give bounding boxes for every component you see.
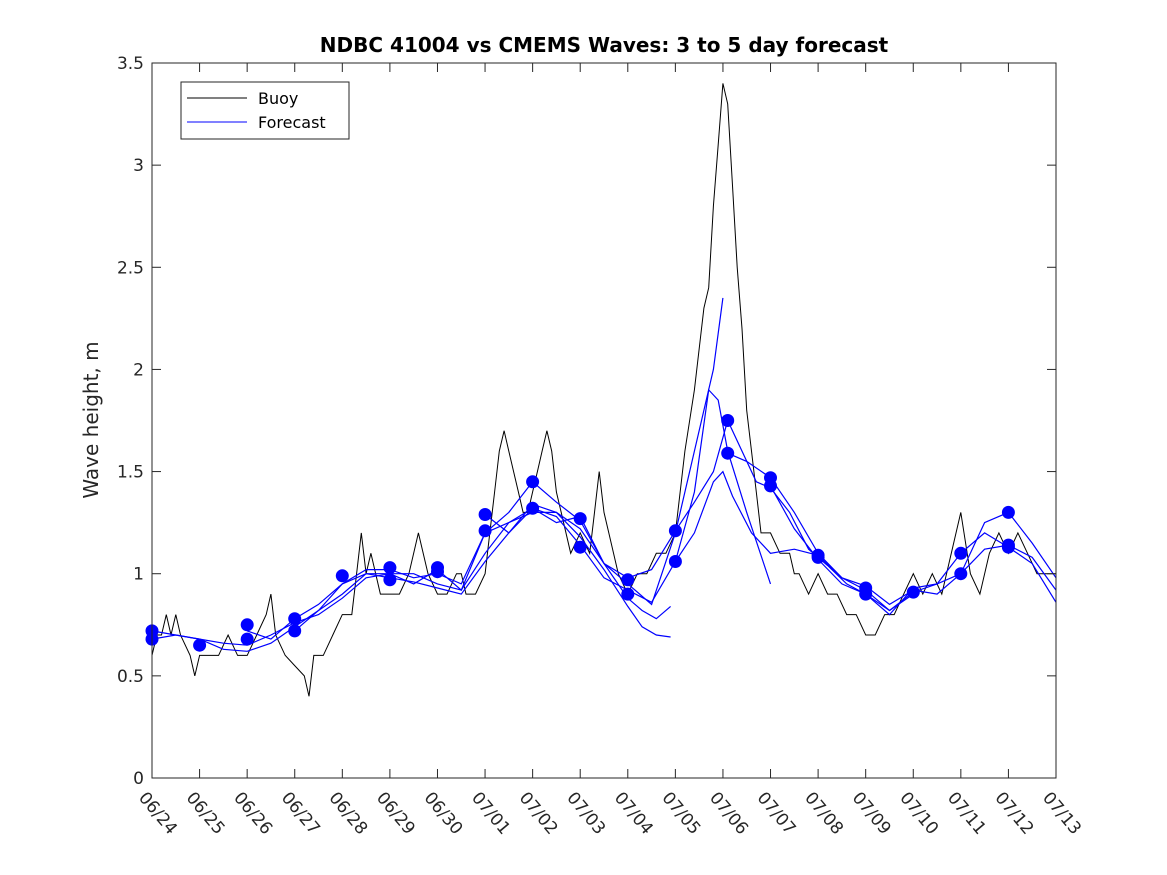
y-tick-label: 2 xyxy=(133,360,144,380)
forecast-marker-6 xyxy=(288,612,302,626)
buoy-series xyxy=(151,83,1056,697)
forecast-marker-17 xyxy=(573,512,587,526)
chart-title: NDBC 41004 vs CMEMS Waves: 3 to 5 day fo… xyxy=(320,33,889,57)
forecast-marker-34 xyxy=(1001,505,1015,519)
forecast-line-5 xyxy=(484,418,914,612)
forecast-marker-19 xyxy=(621,573,635,587)
forecast-marker-33 xyxy=(954,567,968,581)
forecast-marker-14 xyxy=(478,524,492,538)
forecast-marker-16 xyxy=(526,501,540,515)
forecast-marker-26 xyxy=(764,479,777,493)
y-tick-label: 1.5 xyxy=(117,463,144,483)
forecast-marker-15 xyxy=(526,475,540,489)
y-tick-label: 3.5 xyxy=(117,54,144,74)
forecast-marker-18 xyxy=(573,540,587,554)
forecast-marker-28 xyxy=(811,550,825,564)
forecast-line-4 xyxy=(294,388,772,632)
forecast-marker-13 xyxy=(478,508,492,521)
forecast-line-1 xyxy=(151,511,671,646)
forecast-marker-3 xyxy=(193,638,207,652)
forecast-marker-5 xyxy=(240,632,254,646)
forecast-marker-8 xyxy=(335,569,349,583)
forecast-marker-24 xyxy=(721,446,735,460)
y-tick-label: 2.5 xyxy=(117,258,144,278)
axes-box xyxy=(151,62,1057,779)
forecast-marker-4 xyxy=(240,618,254,632)
forecast-marker-30 xyxy=(859,587,873,601)
forecast-marker-20 xyxy=(621,587,635,601)
legend: Buoy Forecast xyxy=(180,81,350,140)
forecast-line-7 xyxy=(727,452,1057,612)
y-tick-label: 0.5 xyxy=(117,667,144,687)
forecast-marker-21 xyxy=(668,524,682,538)
y-tick-label: 0 xyxy=(133,769,144,789)
plot-area xyxy=(145,83,1057,697)
forecast-marker-31 xyxy=(906,585,920,599)
forecast-marker-9 xyxy=(383,561,397,575)
forecast-marker-23 xyxy=(721,414,735,427)
forecast-markers xyxy=(145,414,1015,652)
forecast-line-3 xyxy=(247,297,724,640)
forecast-line-2 xyxy=(151,503,671,652)
forecast-marker-22 xyxy=(668,555,682,568)
legend-box xyxy=(180,81,350,140)
y-axis: 0 0.5 1 1.5 2 2.5 3 3.5 xyxy=(117,54,1056,789)
forecast-marker-12 xyxy=(431,565,444,579)
forecast-marker-32 xyxy=(954,546,968,560)
forecast-marker-36 xyxy=(1001,540,1015,554)
forecast-marker-10 xyxy=(383,573,397,587)
legend-forecast-label: Forecast xyxy=(258,113,326,132)
forecast-marker-7 xyxy=(288,624,302,638)
y-tick-label: 1 xyxy=(133,565,144,585)
y-tick-label: 3 xyxy=(133,156,144,176)
buoy-line xyxy=(151,83,1056,697)
legend-buoy-label: Buoy xyxy=(258,89,298,108)
y-axis-label: Wave height, m xyxy=(79,341,103,498)
